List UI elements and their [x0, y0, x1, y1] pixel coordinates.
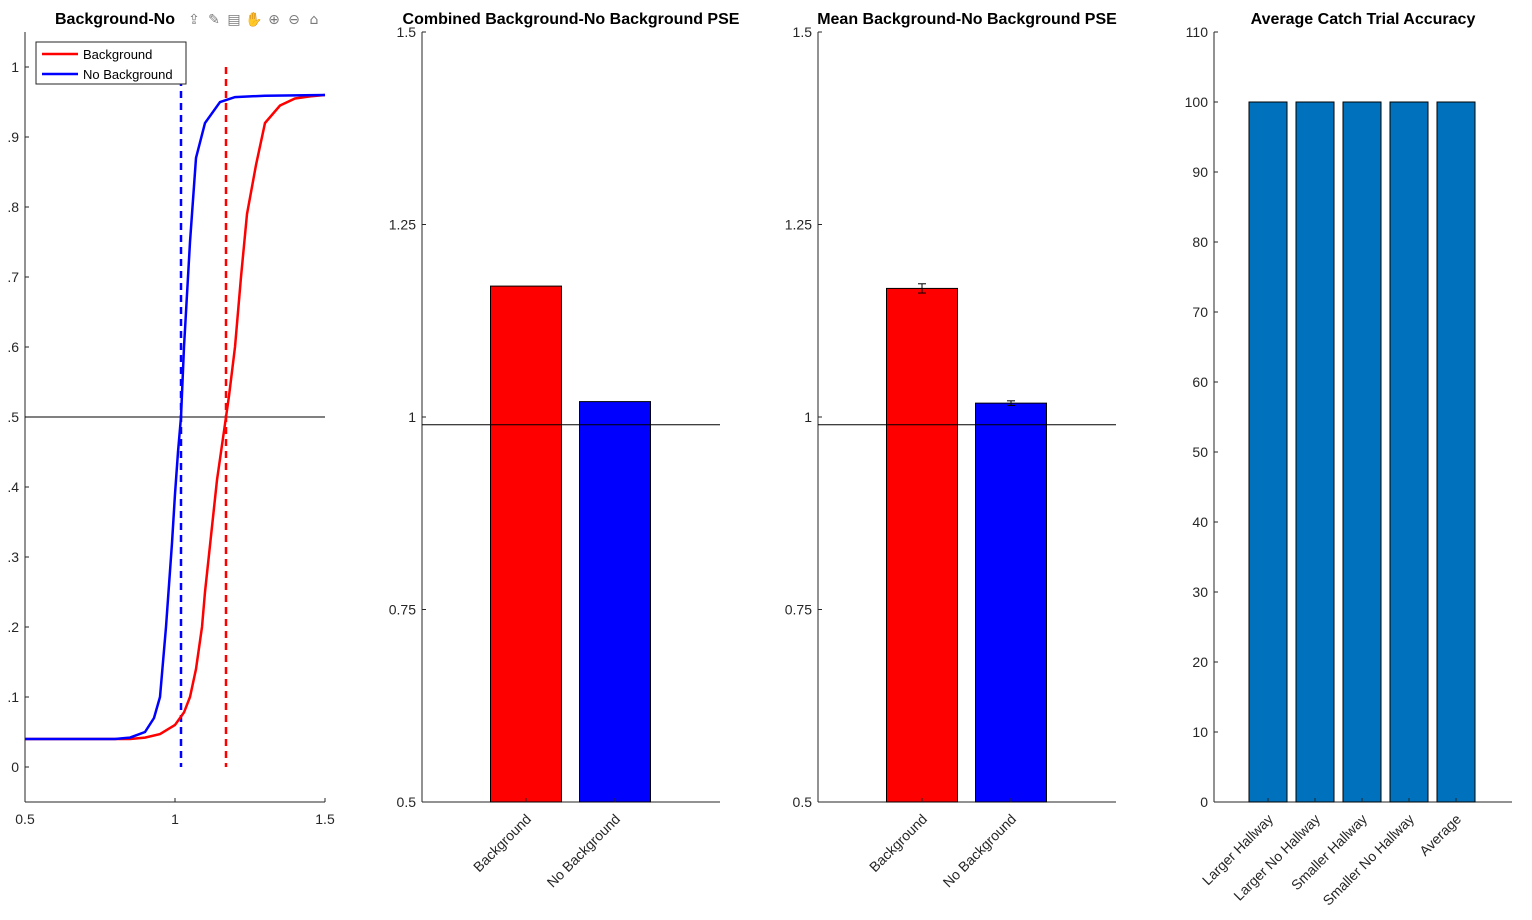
- pan-icon[interactable]: ✋: [245, 12, 263, 28]
- chart-title: Average Catch Trial Accuracy: [1251, 11, 1476, 28]
- y-tick-label: .8: [7, 199, 19, 215]
- y-tick-label: 0.75: [785, 602, 812, 618]
- bar-larger-no-hallway: [1295, 101, 1335, 803]
- brush-icon[interactable]: ✎: [208, 12, 220, 28]
- y-tick-label: 0: [11, 759, 19, 775]
- x-tick-label: 1.5: [315, 811, 335, 827]
- y-tick-label: 70: [1192, 304, 1208, 320]
- series-line-no-background: [25, 93, 326, 741]
- bar-background: [490, 285, 562, 803]
- y-tick-label: .2: [7, 619, 19, 635]
- legend-box: [35, 41, 187, 85]
- zoom-out-icon[interactable]: ⊖: [288, 12, 300, 28]
- x-tick-label: Larger No Hallway: [1230, 811, 1323, 904]
- y-tick-label: 100: [1185, 94, 1209, 110]
- y-tick-label: 0.75: [389, 602, 416, 618]
- y-tick-label: .3: [7, 549, 19, 565]
- bar-no-background: [975, 402, 1047, 803]
- y-tick-label: 0: [1200, 794, 1208, 810]
- y-tick-label: .1: [7, 689, 19, 705]
- y-tick-label: 1: [804, 409, 812, 425]
- bar-smaller-hallway: [1342, 101, 1382, 803]
- y-tick-label: .7: [7, 269, 19, 285]
- bar-background: [886, 287, 958, 803]
- y-tick-label: 20: [1192, 654, 1208, 670]
- y-tick-label: 50: [1192, 444, 1208, 460]
- x-tick-label: Background: [866, 811, 930, 875]
- legend: Background No Background: [35, 41, 187, 85]
- bar-average: [1436, 101, 1476, 803]
- y-tick-label: 0.5: [397, 794, 417, 810]
- y-tick-label: 10: [1192, 724, 1208, 740]
- combined-pse-chart: 0.5 0.75 1 1.25 1.5 Background No Background Co…: [389, 11, 740, 890]
- y-tick-label: 1.5: [397, 24, 417, 40]
- psychometric-chart: 0 .1 .2 .3 .4 .5 .6 .7 .8 .9 1 0.5 1 1.5 Background No …: [7, 11, 335, 827]
- series-line-background: [25, 93, 326, 741]
- mean-pse-chart: 0.5 0.75 1 1.25 1.5 Background No Background Me…: [785, 11, 1117, 890]
- home-icon[interactable]: ⌂: [309, 12, 319, 28]
- bar-smaller-no-hallway: [1389, 101, 1429, 803]
- y-tick-label: 1.25: [785, 217, 812, 233]
- x-tick-label: Smaller No Hallway: [1319, 811, 1417, 909]
- chart-title: Background-No: [55, 11, 175, 28]
- y-tick-label: .6: [7, 339, 19, 355]
- y-tick-label: .5: [7, 409, 19, 425]
- datatip-icon[interactable]: ▤: [227, 12, 241, 28]
- x-tick-label: Background: [470, 811, 534, 875]
- bar-larger-hallway: [1248, 101, 1288, 803]
- bar-no-background: [579, 401, 651, 803]
- x-tick-label: No Background: [940, 811, 1020, 891]
- y-tick-label: .4: [7, 479, 19, 495]
- x-tick-label: Average: [1416, 811, 1464, 859]
- chart-title: Mean Background-No Background PSE: [817, 11, 1117, 28]
- y-tick-label: 110: [1186, 24, 1209, 40]
- y-tick-label: 1.25: [389, 217, 416, 233]
- axes-toolbar: ⇪ ✎ ▤ ✋ ⊕ ⊖ ⌂: [184, 9, 324, 31]
- legend-label-no-background: No Background: [83, 67, 173, 82]
- export-icon[interactable]: ⇪: [188, 12, 200, 28]
- legend-label-background: Background: [83, 47, 152, 62]
- x-tick-label: 1: [171, 811, 179, 827]
- y-tick-label: 80: [1192, 234, 1208, 250]
- y-tick-label: 1: [408, 409, 416, 425]
- y-tick-label: .9: [7, 129, 19, 145]
- y-tick-label: 1.5: [793, 24, 813, 40]
- y-tick-label: 1: [11, 59, 19, 75]
- y-tick-label: 60: [1192, 374, 1208, 390]
- x-tick-label: No Background: [544, 811, 624, 891]
- y-tick-label: 30: [1192, 584, 1208, 600]
- chart-title: Combined Background-No Background PSE: [403, 11, 740, 28]
- y-tick-label: 40: [1192, 514, 1208, 530]
- zoom-in-icon[interactable]: ⊕: [268, 12, 280, 28]
- y-tick-label: 0.5: [793, 794, 813, 810]
- y-tick-label: 90: [1192, 164, 1208, 180]
- x-tick-label: 0.5: [15, 811, 35, 827]
